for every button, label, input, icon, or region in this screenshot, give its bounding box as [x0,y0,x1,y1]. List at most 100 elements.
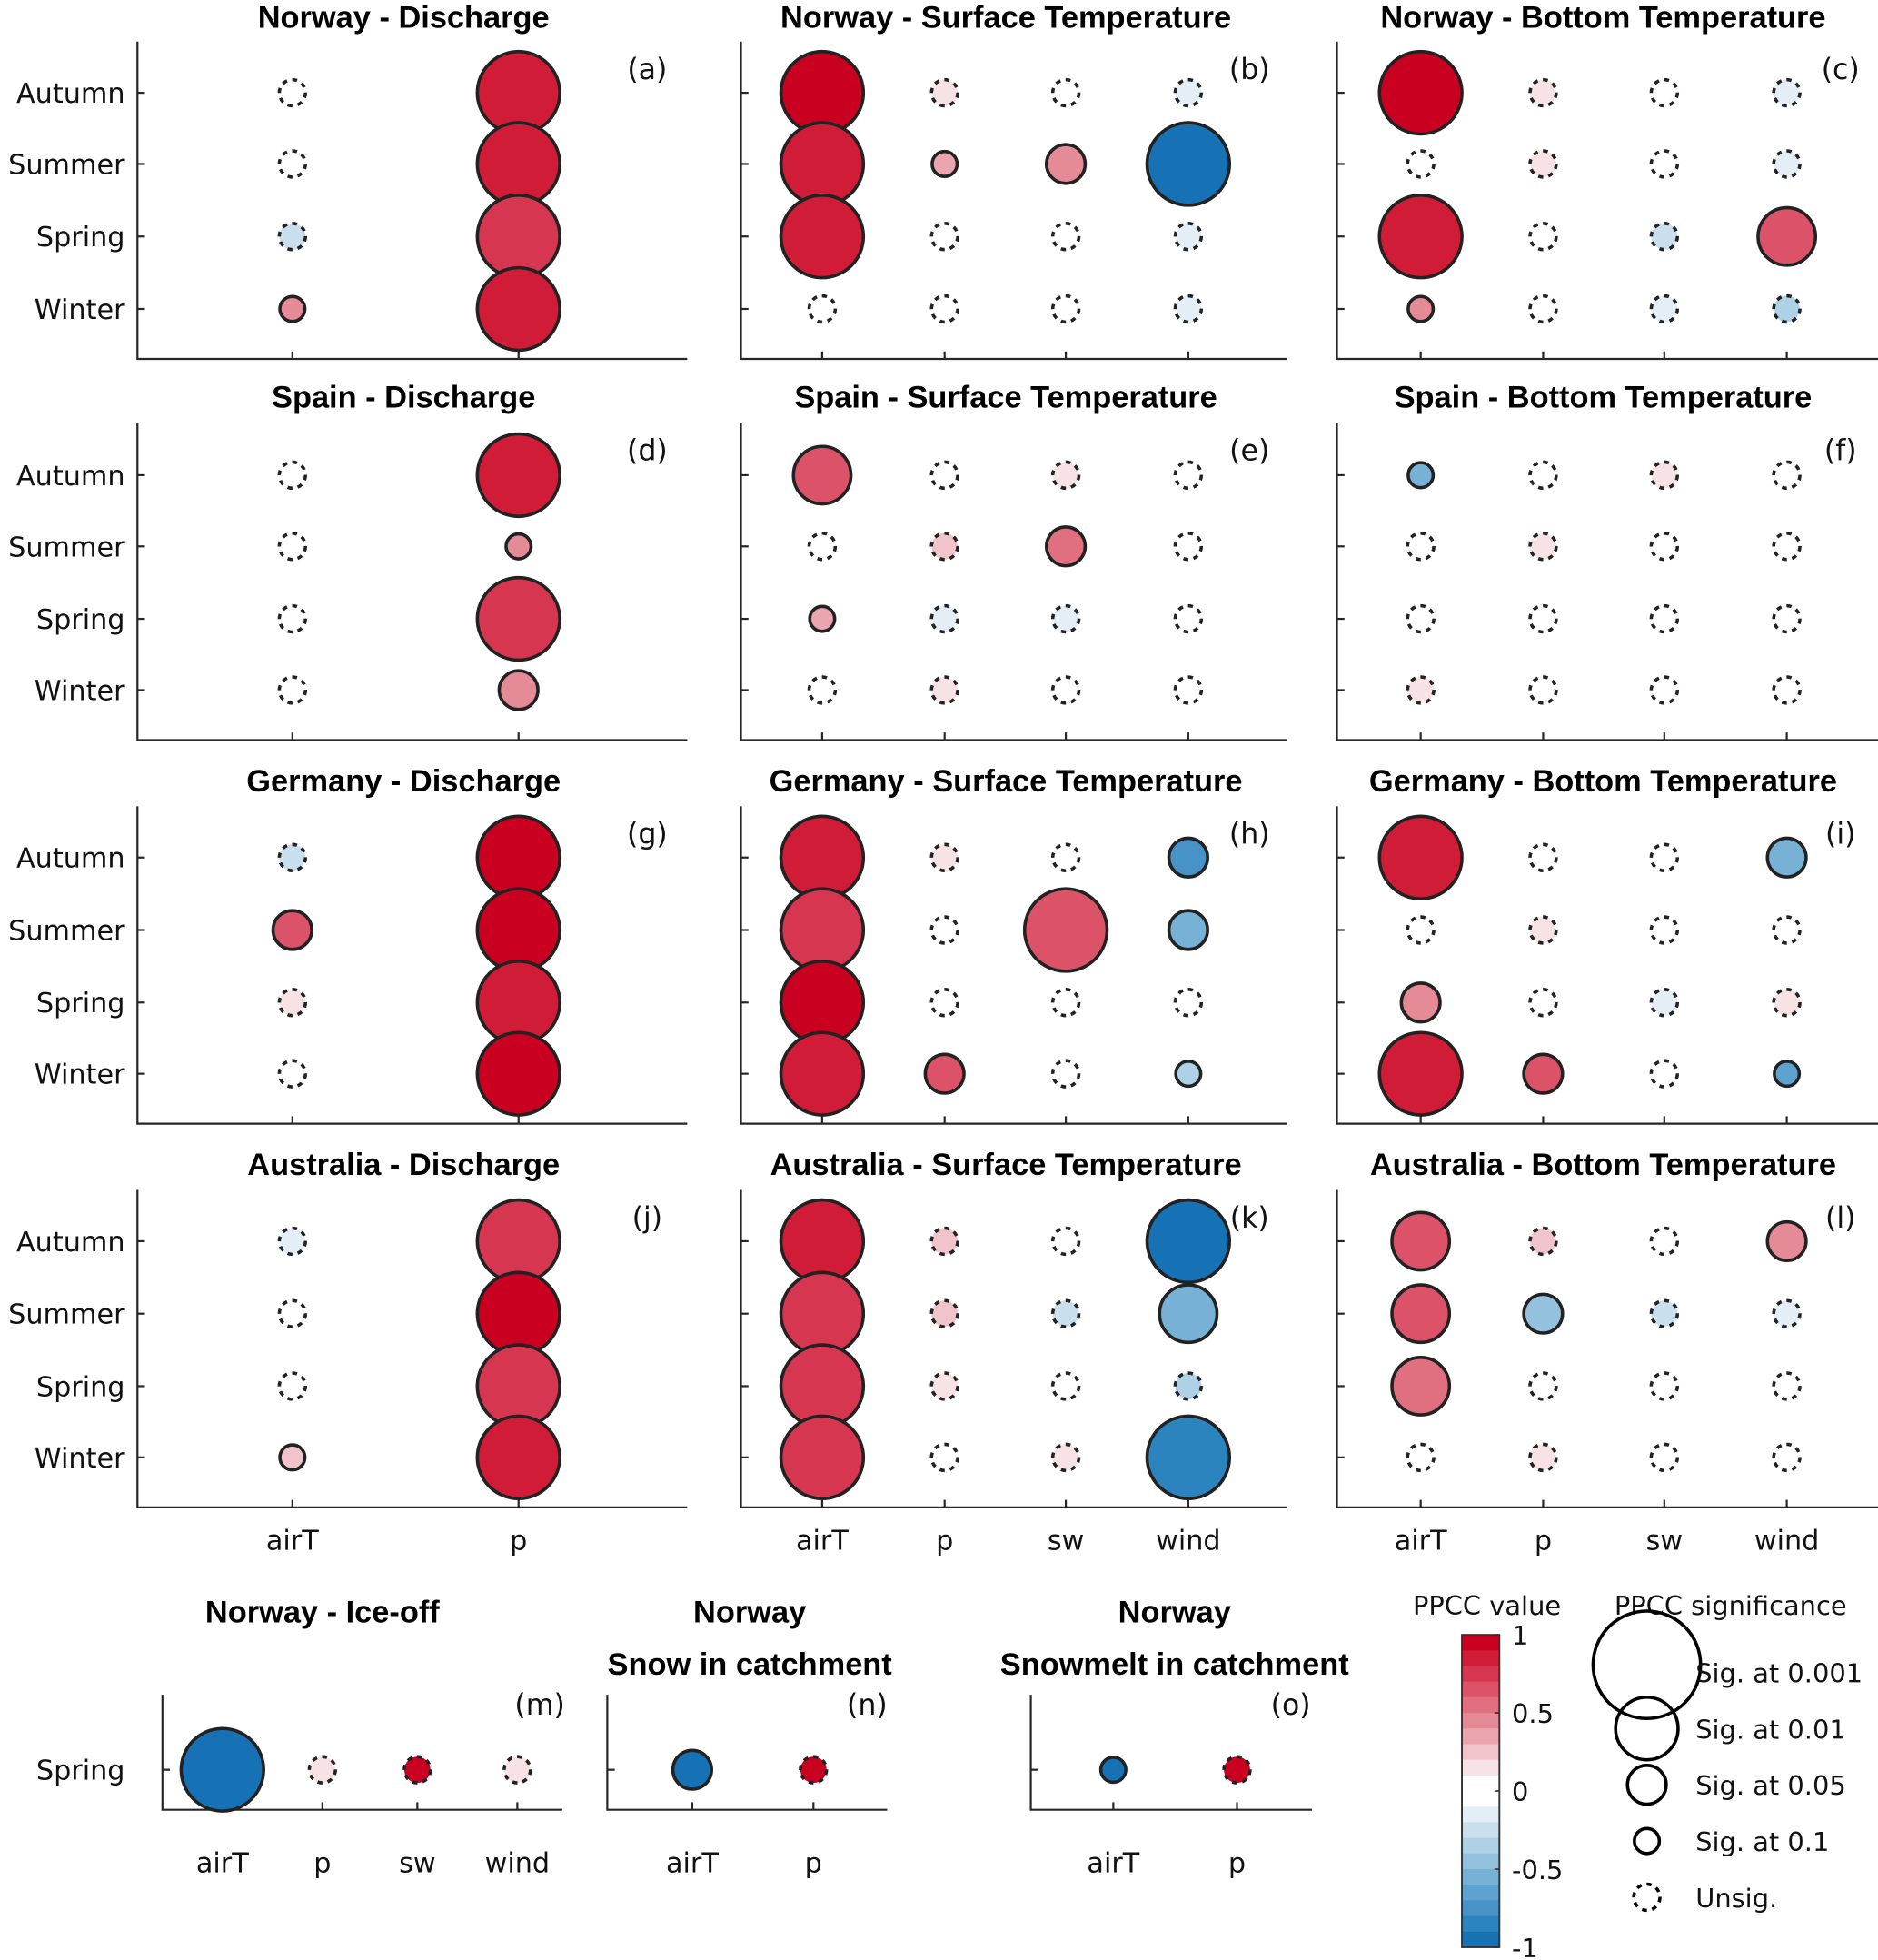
colorbar-segment [1462,1806,1500,1824]
bubble-spring-airt [1399,981,1442,1024]
panel-letter: (c) [1822,54,1860,86]
colorbar-segment [1462,1931,1500,1948]
colorbar-segment [1462,1744,1500,1761]
bubble-winter-p [497,669,540,711]
bubble-autumn-p [929,460,959,491]
colorbar-tick-label: 0.5 [1512,1698,1554,1729]
bubble-spring-sw [1649,603,1680,634]
panel-title: Norway - Discharge [258,1,550,35]
bubble-spring-p [799,1755,829,1785]
bubble-winter-p [929,294,959,324]
bubble-summer-sw [1044,525,1088,568]
axis-lines [1336,423,1878,741]
bubble-spring-p [1528,1371,1558,1401]
panel-letter: (a) [627,54,667,86]
legend-label: Sig. at 0.1 [1695,1826,1829,1857]
panel-title: Spain - Discharge [272,381,535,415]
bubble-spring-sw [1649,221,1680,252]
bubble-winter-airt [1377,1030,1464,1117]
colorbar-segment [1462,1791,1500,1807]
colorbar-segment [1462,1868,1500,1885]
bubble-winter-sw [1050,294,1081,324]
bubble-autumn-airt [779,814,866,900]
bubble-spring-wind [1772,603,1802,634]
bubble-autumn-wind [1173,460,1204,491]
panel-letter: (i) [1825,819,1855,851]
bubble-winter-airt [779,1030,866,1117]
bubble-autumn-sw [1649,460,1680,491]
bubble-spring-airt [277,221,308,252]
axis-lines [1336,1189,1878,1508]
panel-h: Germany - Surface Temperature (h) [740,764,1287,1125]
panel-title: Spain - Surface Temperature [794,381,1217,415]
bubble-spring-p [1528,603,1558,634]
bubble-autumn-sw [1649,77,1680,108]
bubble-summer-airt [779,1270,866,1357]
y-tick-label: Autumn [16,1227,125,1259]
bubble-spring-wind [1772,1371,1802,1401]
bubble-winter-airt [278,1443,307,1472]
bubble-summer-airt [1406,532,1436,562]
colorbar-segment [1462,1759,1500,1776]
bubble-summer-airt [277,532,308,562]
bubble-winter-airt [807,294,838,324]
colorbar-segment [1462,1775,1500,1792]
bubble-winter-p [1528,294,1558,324]
axis-lines [136,41,688,361]
bubble-winter-airt [277,1059,308,1089]
axis-lines [740,806,1287,1125]
bubble-winter-sw [1050,675,1081,705]
bubble-winter-p [1528,1442,1558,1473]
colorbar-segment [1462,1822,1500,1839]
bubble-winter-airt [1406,1442,1436,1473]
bubble-autumn-sw [1050,77,1081,108]
bubble-spring-airt [1098,1756,1128,1785]
bubble-summer-wind [1772,532,1802,562]
bubble-spring-airt [179,1726,265,1813]
bubble-summer-p [1528,532,1558,562]
panel-l: Australia - Bottom Temperature (l) airT p sw… [1336,1148,1878,1557]
colorbar-tick-label: 1 [1512,1620,1528,1651]
panel-letter: (e) [1229,434,1269,467]
x-tick-label: p [313,1847,331,1879]
bubble-winter-airt [1406,675,1436,705]
y-tick-label: Spring [36,1371,125,1403]
x-tick-label: airT [266,1526,319,1557]
panel-letter: (j) [632,1202,662,1235]
bubble-spring-wind [1173,221,1204,252]
legend-label: Sig. at 0.01 [1695,1714,1846,1745]
axis-lines [1029,1695,1313,1811]
bubble-winter-sw [1649,294,1680,324]
bubble-spring-wind [1756,205,1818,267]
bubble-autumn-airt [791,444,853,506]
bubble-summer-airt [277,1298,308,1328]
bubble-autumn-airt [277,1226,308,1257]
y-tick-label: Summer [8,915,125,947]
panel-title: Norway - Bottom Temperature [1380,1,1825,35]
bubble-winter-airt [277,675,308,705]
bubble-summer-airt [1390,1283,1452,1345]
bubble-spring-p [929,603,959,634]
bubble-summer-wind [1772,1298,1802,1328]
legend-circle-0_1 [1633,1826,1662,1856]
bubble-spring-p [929,1371,959,1401]
panel-title: Australia - Surface Temperature [770,1148,1242,1182]
y-tick-label: Summer [8,149,125,181]
panel-title-line1: Norway [693,1595,806,1629]
bubble-autumn-wind [1772,77,1802,108]
bubble-winter-p [1522,1052,1565,1095]
bubble-spring-p [1528,988,1558,1018]
panel-letter: (d) [627,434,668,467]
bubble-autumn-wind [1772,460,1802,491]
bubble-winter-airt [1406,294,1436,323]
axis-lines [1336,806,1878,1125]
legend-circle-unsig [1632,1882,1662,1913]
bubble-winter-sw [1649,675,1680,705]
panel-letter: (f) [1824,434,1857,467]
panel-title: Germany - Bottom Temperature [1369,764,1837,799]
bubble-summer-airt [271,909,313,951]
y-tick-label: Summer [8,1299,125,1331]
axis-lines [161,1695,562,1811]
bubble-winter-p [929,675,959,705]
bubble-autumn-p [1528,842,1558,872]
